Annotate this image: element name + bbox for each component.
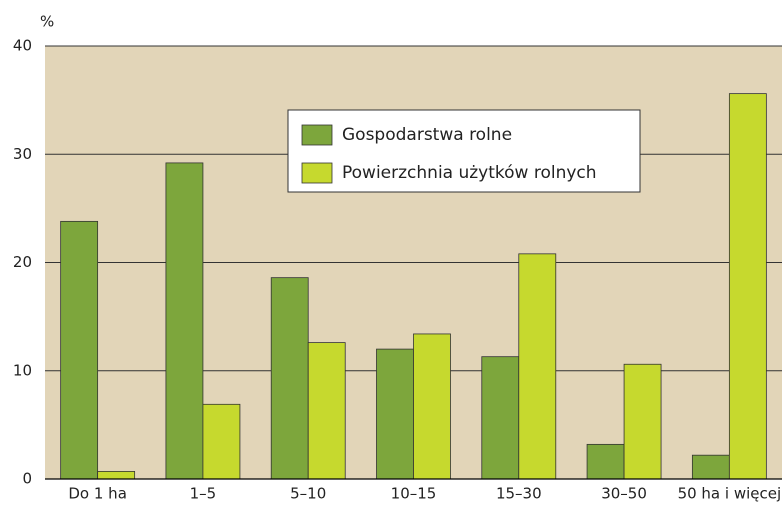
bar [60,220,99,480]
legend-label: Gospodarstwa rolne [342,125,512,145]
x-tick-label: Do 1 ha [68,485,127,503]
legend-label: Powierzchnia użytków rolnych [342,163,597,183]
bar [481,356,520,480]
legend-swatch [301,124,333,146]
y-tick-label: 0 [22,470,32,488]
x-tick-label: 30–50 [601,485,647,503]
legend-box [287,109,641,193]
x-tick-label: 10–15 [391,485,437,503]
y-tick-label: 40 [13,37,32,55]
bar [165,162,204,480]
y-tick-label: 20 [13,253,32,271]
y-tick-label: 30 [13,145,32,163]
x-tick-label: 5–10 [290,485,326,503]
bar [413,333,451,480]
bar [270,277,309,480]
bar [307,342,346,480]
bar [623,363,662,480]
bar [586,443,625,480]
bar [691,454,730,480]
bar [728,93,767,480]
legend-swatch [301,162,333,184]
bar [376,348,414,480]
x-tick-label: 1–5 [190,485,217,503]
y-axis-label: % [40,13,54,31]
y-tick-label: 10 [13,361,32,379]
bar [518,253,557,480]
x-tick-label: 15–30 [496,485,542,503]
bar [202,403,241,480]
x-tick-label: 50 ha i więcej [678,485,782,503]
bar [97,471,136,480]
